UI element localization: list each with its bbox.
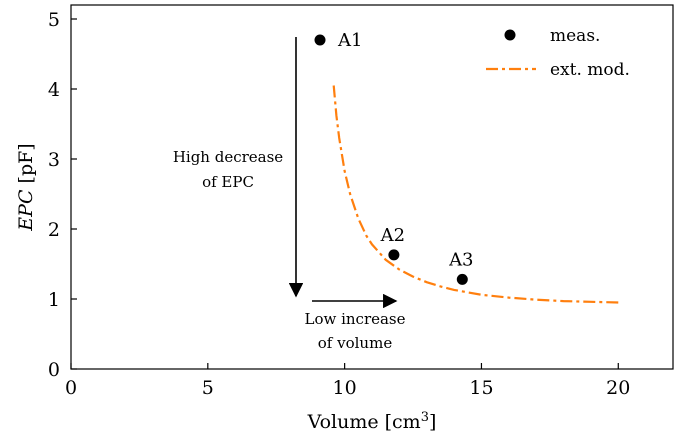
y-tick-label: 0 [48,359,60,381]
decrease-annotation-line2: of EPC [202,173,254,191]
y-axis-title: EPC [pF] [15,143,37,231]
y-axis-ticks: 0 1 2 3 4 5 [48,9,77,381]
legend: meas. ext. mod. [486,26,630,80]
decrease-annotation-line1: High decrease [173,148,283,166]
increase-annotation-line2: of volume [318,334,393,352]
data-point-label: A2 [380,225,405,246]
y-tick-label: 3 [48,149,60,171]
data-point-a1 [314,34,326,46]
data-point-label: A1 [337,30,362,51]
data-point-a3 [456,273,468,285]
x-tick-label: 15 [469,377,493,399]
y-axis-title-unit: [pF] [15,143,37,189]
increase-annotation-line1: Low increase [304,310,405,328]
x-tick-label: 0 [65,377,77,399]
y-tick-label: 2 [48,219,60,241]
y-axis-title-italic: EPC [15,189,37,232]
legend-label-meas: meas. [550,26,600,46]
x-axis-ticks: 0 5 10 15 20 [65,363,630,399]
x-axis-title-tail: ] [429,411,436,433]
legend-marker-meas [504,29,516,41]
y-tick-label: 1 [48,289,60,311]
meas-series-points: A1 A2 A3 [314,30,474,285]
y-tick-label: 4 [48,79,60,101]
x-tick-label: 20 [606,377,630,399]
x-axis-title: Volume [cm3] [307,410,437,433]
plot-frame [70,4,674,370]
x-axis-title-main: Volume [cm [307,411,421,433]
data-point-label: A3 [448,249,473,270]
x-axis-title-superscript: 3 [421,410,429,425]
ext-mod-series-line [332,85,619,304]
x-tick-label: 5 [202,377,214,399]
y-tick-label: 5 [48,9,60,31]
legend-label-ext-mod: ext. mod. [550,60,630,80]
data-point-a2 [388,249,400,261]
x-tick-label: 10 [333,377,357,399]
